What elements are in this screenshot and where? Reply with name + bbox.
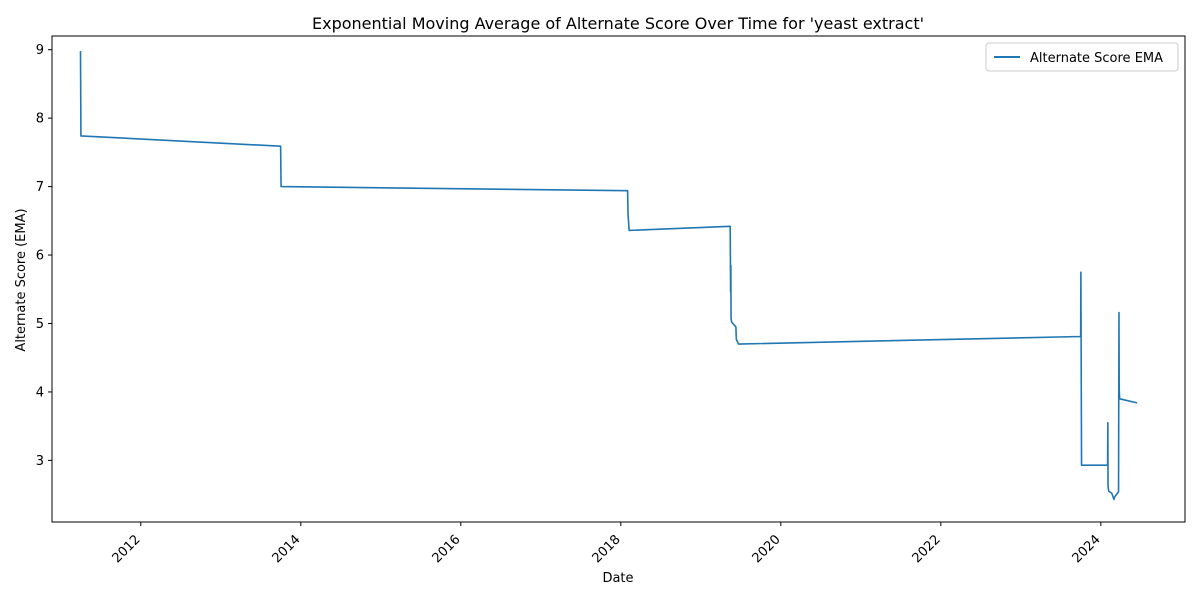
y-tick-label: 3 <box>36 454 44 469</box>
y-tick-label: 6 <box>36 249 44 264</box>
series-line-alternate-score-ema <box>79 51 1138 501</box>
y-tick-label: 5 <box>36 317 44 332</box>
axis-ticks: 2012 2014 2016 2018 2020 2022 2024 3 4 5 6 7 8 9 <box>36 43 1104 566</box>
legend-label: Alternate Score EMA <box>1030 51 1163 66</box>
x-tick-label: 2022 <box>910 532 944 566</box>
legend-box <box>985 42 1179 72</box>
y-tick-label: 9 <box>36 43 44 58</box>
chart-title: Exponential Moving Average of Alternate … <box>312 14 924 33</box>
y-tick-label: 7 <box>36 180 44 195</box>
x-tick-label: 2016 <box>430 532 464 566</box>
x-tick-label: 2018 <box>590 532 624 566</box>
x-tick-label: 2012 <box>110 532 144 566</box>
x-tick-label: 2020 <box>750 532 784 566</box>
y-tick-label: 8 <box>36 112 44 127</box>
series-layer <box>79 51 1138 501</box>
plot-area-frame <box>51 35 1186 523</box>
legend: Alternate Score EMA <box>985 42 1179 72</box>
x-tick-label: 2014 <box>270 532 304 566</box>
x-tick-label: 2024 <box>1070 532 1104 566</box>
y-axis-label: Alternate Score (EMA) <box>14 208 29 351</box>
y-tick-label: 4 <box>36 385 44 400</box>
x-axis-label: Date <box>602 571 633 586</box>
